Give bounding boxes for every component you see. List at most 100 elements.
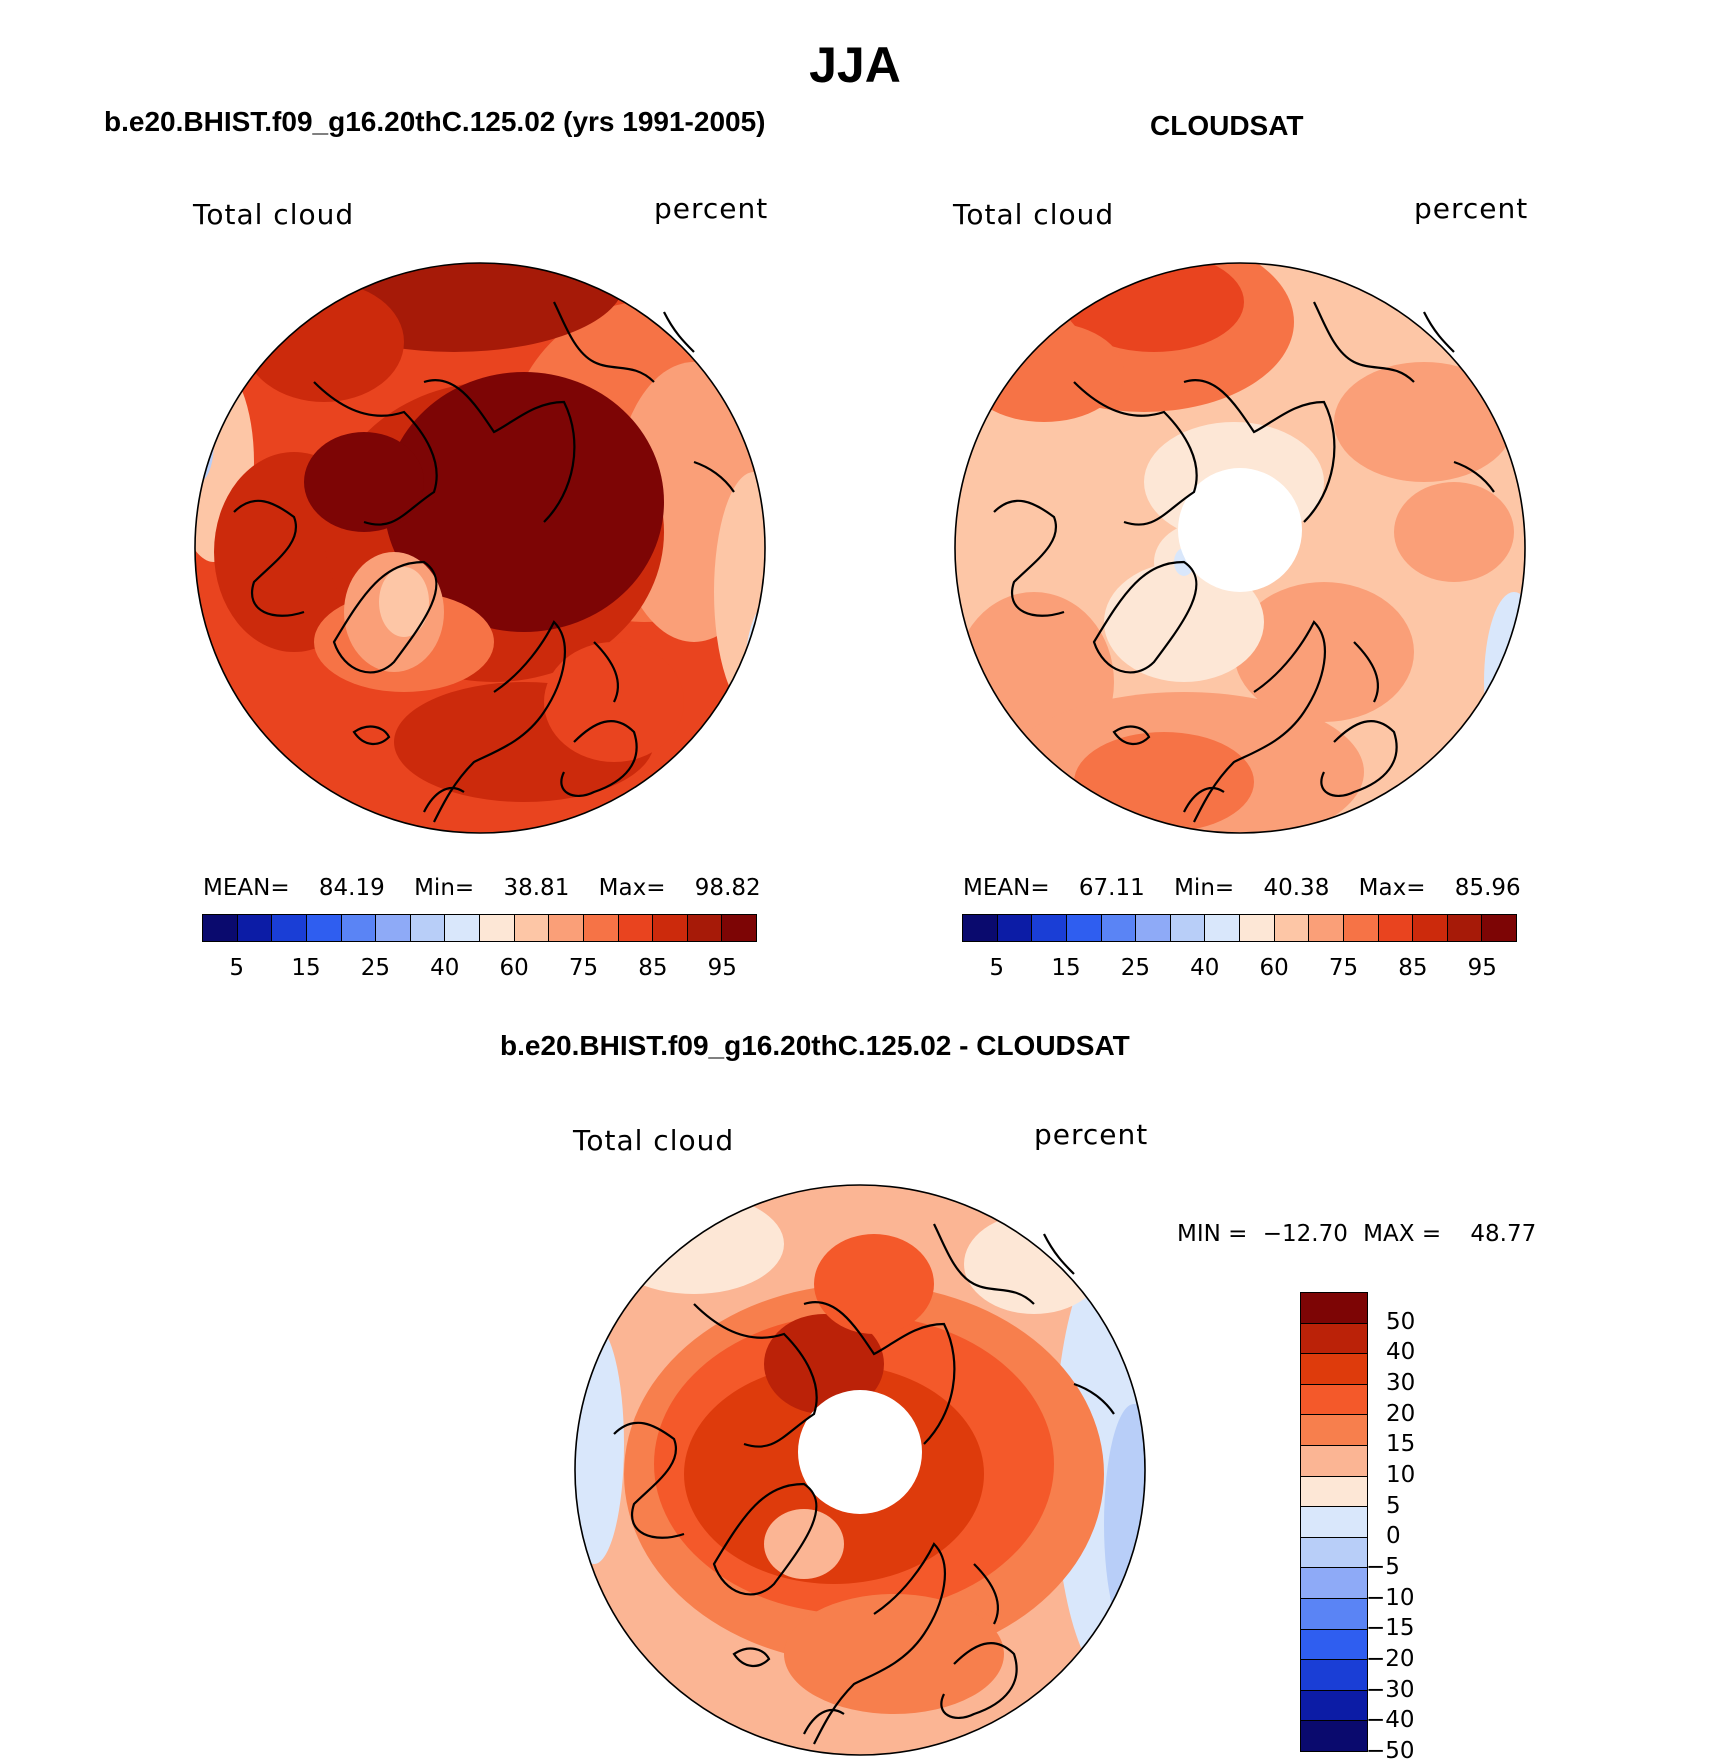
min-value: 38.81: [503, 875, 570, 901]
colorbar-tick-label: 40: [1386, 1339, 1416, 1366]
colorbar-tick-label: −5: [1366, 1554, 1400, 1580]
colorbar-tick-label: 95: [707, 955, 737, 981]
colorbar-tick-label: −15: [1366, 1615, 1415, 1642]
colorbar-swatch: [1301, 1721, 1367, 1751]
colorbar-swatch: [1274, 915, 1310, 941]
units-label-diff: percent: [1034, 1118, 1149, 1151]
colorbar-tick-label: 25: [1120, 955, 1151, 981]
colorbar-swatch: [1301, 1354, 1367, 1385]
min-label: Min=: [414, 875, 475, 901]
colorbar-tick-label: 25: [360, 955, 391, 981]
colorbar-swatch: [1378, 915, 1414, 941]
colorbar-swatch: [410, 915, 446, 941]
colorbar-swatch: [997, 915, 1033, 941]
colorbar-swatch: [480, 915, 515, 941]
colorbar-tick-label: 5: [989, 955, 1004, 981]
colorbar-swatch: [1301, 1507, 1367, 1538]
colorbar-swatch: [1301, 1629, 1367, 1661]
polar-map-obs: [954, 262, 1526, 834]
colorbar-swatch: [341, 915, 377, 941]
max-value: 85.96: [1454, 875, 1521, 901]
stats-diff: MIN = −12.70 MAX = 48.77: [1177, 1221, 1536, 1247]
variable-label-diff: Total cloud: [573, 1124, 735, 1157]
colorbar-tick-label: −10: [1366, 1584, 1415, 1611]
colorbar-model: [202, 914, 757, 942]
colorbar-tick-label: 30: [1386, 1370, 1416, 1396]
colorbar-tick-label: −30: [1366, 1676, 1415, 1703]
colorbar-swatch: [618, 915, 654, 941]
max-label: Max=: [1358, 875, 1426, 901]
colorbar-swatch: [1301, 1384, 1367, 1416]
colorbar-diff: [1300, 1292, 1368, 1752]
colorbar-swatch: [1205, 915, 1240, 941]
colorbar-tick-label: −40: [1366, 1707, 1415, 1734]
colorbar-tick-label: 40: [1190, 955, 1220, 981]
colorbar-swatch: [549, 915, 584, 941]
colorbar-swatch: [306, 915, 342, 941]
colorbar-ticks-obs: 5 15 25 40 60 75 85 95: [962, 955, 1517, 985]
colorbar-swatch: [1447, 915, 1483, 941]
colorbar-swatch: [687, 915, 723, 941]
polar-map-model: [194, 262, 766, 834]
colorbar-tick-label: 85: [1398, 955, 1428, 981]
colorbar-tick-label: 5: [229, 955, 244, 981]
colorbar-swatch: [1301, 1660, 1367, 1691]
mean-value: 67.11: [1078, 875, 1145, 901]
colorbar-tick-label: 60: [1259, 955, 1289, 981]
colorbar-tick-label: 15: [1051, 955, 1081, 981]
colorbar-ticks-model: 5 15 25 40 60 75 85 95: [202, 955, 757, 985]
colorbar-swatch: [1101, 915, 1137, 941]
colorbar-swatch: [237, 915, 273, 941]
colorbar-swatch: [1301, 1293, 1367, 1324]
colorbar-tick-label: 10: [1386, 1462, 1416, 1488]
colorbar-tick-label: 50: [1386, 1308, 1416, 1335]
colorbar-swatch: [963, 915, 998, 941]
variable-label-obs: Total cloud: [953, 198, 1115, 231]
colorbar-tick-label: 75: [1328, 955, 1359, 981]
colorbar-swatch: [1301, 1598, 1367, 1630]
figure-title: JJA: [809, 37, 901, 93]
max-value: 98.82: [694, 875, 761, 901]
colorbar-swatch: [1170, 915, 1206, 941]
colorbar-tick-label: 15: [1386, 1431, 1416, 1458]
colorbar-ticks-diff: 50 40 30 20 15 10 5 0 −5 −10 −15 −20 −30 −40 −50: [1366, 1292, 1480, 1764]
polar-map-diff: [574, 1184, 1146, 1756]
max-label: Max=: [598, 875, 666, 901]
colorbar-swatch: [1343, 915, 1379, 941]
colorbar-swatch: [1066, 915, 1102, 941]
min-value: −12.70: [1262, 1221, 1348, 1247]
colorbar-swatch: [1301, 1323, 1367, 1355]
colorbar-tick-label: 95: [1467, 955, 1497, 981]
colorbar-tick-label: −20: [1366, 1646, 1415, 1672]
colorbar-swatch: [1136, 915, 1171, 941]
colorbar-swatch: [1301, 1690, 1367, 1722]
mean-value: 84.19: [318, 875, 385, 901]
min-value: 40.38: [1263, 875, 1330, 901]
units-label-obs: percent: [1414, 192, 1529, 225]
colorbar-tick-label: 15: [291, 955, 321, 981]
colorbar-tick-label: 85: [638, 955, 668, 981]
stats-model: MEAN= 84.19 Min= 38.81 Max= 98.82: [203, 875, 761, 901]
colorbar-swatch: [1482, 915, 1516, 941]
colorbar-obs: [962, 914, 1517, 942]
colorbar-swatch: [1301, 1537, 1367, 1569]
colorbar-swatch: [653, 915, 688, 941]
colorbar-tick-label: 0: [1386, 1523, 1401, 1550]
colorbar-swatch: [1301, 1415, 1367, 1446]
colorbar-tick-label: 20: [1386, 1400, 1416, 1427]
colorbar-swatch: [1032, 915, 1067, 941]
max-value: 48.77: [1470, 1221, 1537, 1247]
panel-title-diff: b.e20.BHIST.f09_g16.20thC.125.02 - CLOUD…: [500, 1030, 1130, 1061]
colorbar-swatch: [203, 915, 238, 941]
max-label: MAX =: [1363, 1221, 1442, 1247]
colorbar-swatch: [514, 915, 550, 941]
colorbar-tick-label: 40: [430, 955, 460, 981]
colorbar-swatch: [376, 915, 411, 941]
colorbar-swatch: [445, 915, 480, 941]
stats-obs: MEAN= 67.11 Min= 40.38 Max= 85.96: [963, 875, 1521, 901]
variable-label-model: Total cloud: [193, 198, 355, 231]
mean-label: MEAN=: [203, 875, 290, 901]
colorbar-tick-label: −50: [1366, 1738, 1415, 1764]
colorbar-tick-label: 5: [1386, 1492, 1401, 1519]
colorbar-swatch: [1301, 1568, 1367, 1599]
